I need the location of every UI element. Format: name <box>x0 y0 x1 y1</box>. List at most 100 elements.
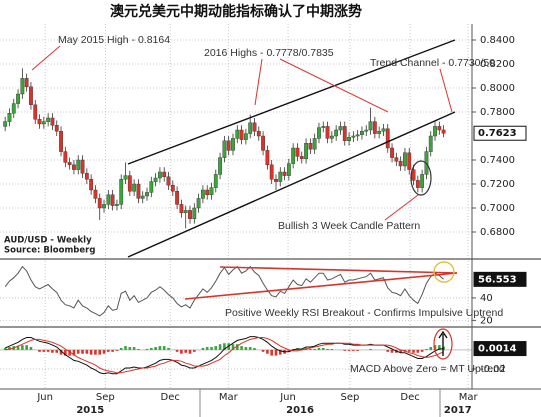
candle-body <box>205 189 210 196</box>
candle-body <box>407 152 412 170</box>
histogram-bar <box>369 348 372 350</box>
candle-body <box>97 198 102 209</box>
y-tick-label: 40 <box>480 293 493 304</box>
candle-body <box>398 160 403 167</box>
candle-body <box>248 122 253 134</box>
candle-body <box>93 189 98 199</box>
candle-body <box>115 204 119 206</box>
histogram-bar <box>46 349 50 352</box>
annotation: May 2015 High - 0.8164 <box>58 34 170 46</box>
histogram-bar <box>85 349 89 354</box>
candle-body <box>274 178 278 182</box>
candle-body <box>295 147 300 157</box>
histogram-bar <box>21 345 24 350</box>
histogram-bar <box>321 348 325 350</box>
last-value-label: 56.553 <box>478 274 517 285</box>
y-tick-label: 0.6800 <box>480 227 515 238</box>
y-tick-label: 20 <box>480 315 493 326</box>
x-tick-label: Dec <box>400 392 419 403</box>
candle-body <box>158 171 162 179</box>
histogram-bar <box>326 348 329 350</box>
histogram-bar <box>25 345 28 350</box>
candle-body <box>441 129 446 134</box>
year-label: 2016 <box>286 405 314 416</box>
histogram-bar <box>64 349 67 356</box>
candle-body <box>136 183 141 199</box>
last-value-label: 0.0014 <box>478 344 517 355</box>
annotation-arrow <box>254 58 263 106</box>
candle-body <box>308 142 313 150</box>
histogram-bar <box>412 349 415 353</box>
highlight-ellipse <box>410 160 432 196</box>
last-value-box <box>473 125 527 141</box>
histogram-bar <box>98 349 102 355</box>
plot-area: Jun Sep Dec Mar Jun Sep Dec Mar 2015 2016 2017 0.84… <box>0 24 527 416</box>
histogram-bar <box>343 349 347 351</box>
candle-body <box>282 171 287 176</box>
histogram-bar <box>425 348 428 350</box>
candle-body <box>351 135 356 138</box>
candle-body <box>278 171 283 182</box>
histogram-bar <box>115 349 119 351</box>
candle-body <box>411 169 416 181</box>
y-tick-label: 0.7200 <box>480 179 515 190</box>
histogram-bar <box>193 349 196 352</box>
candle-body <box>11 103 16 114</box>
candle-body <box>213 174 218 188</box>
candle-body <box>119 178 124 205</box>
histogram-bar <box>150 348 153 350</box>
candle-body <box>67 162 72 165</box>
candle-body <box>372 121 377 134</box>
candle-body <box>132 183 137 192</box>
candle-body <box>16 93 20 104</box>
histogram-bar <box>407 349 411 352</box>
histogram-bar <box>119 348 123 350</box>
histogram-bar <box>309 348 312 350</box>
annotation-arrow <box>439 68 453 113</box>
histogram-bar <box>399 349 402 353</box>
candle-body <box>196 198 201 209</box>
histogram-bar <box>278 349 282 355</box>
source-label: Source: Bloomberg <box>4 246 95 256</box>
chart-title: 澳元兑美元中期动能指标确认了中期涨势 <box>110 3 362 20</box>
candle-body <box>192 207 197 220</box>
series-label: AUD/USD - Weekly <box>4 236 92 246</box>
histogram-bar <box>386 349 390 352</box>
candle-body <box>63 151 68 163</box>
histogram-bar <box>154 347 157 350</box>
candle-body <box>145 192 149 197</box>
candle-body <box>20 78 25 95</box>
candle-body <box>325 126 330 139</box>
candle-body <box>162 171 167 178</box>
histogram-bar <box>261 349 265 352</box>
histogram-bar <box>416 349 420 353</box>
candle-body <box>415 180 420 188</box>
rsi-trendline <box>219 266 458 274</box>
candle-body <box>329 135 334 139</box>
histogram-bar <box>132 347 136 350</box>
candle-body <box>291 147 296 164</box>
y-tick-label: -0.02 <box>480 364 506 375</box>
candle-body <box>149 181 154 193</box>
annotation: Positive Weekly RSI Breakout - Confirms … <box>225 307 503 319</box>
last-value-box <box>473 341 527 357</box>
candle-body <box>321 126 326 128</box>
candle-body <box>24 78 29 88</box>
candle-body <box>33 104 38 120</box>
candle-body <box>41 121 46 125</box>
histogram-bar <box>175 349 179 352</box>
histogram-bar <box>89 349 93 355</box>
histogram-bar <box>270 349 273 356</box>
candle-body <box>235 129 240 139</box>
candle-body <box>334 129 339 137</box>
histogram-bar <box>231 344 235 350</box>
last-value-box <box>473 271 527 287</box>
candle-body <box>377 130 382 134</box>
histogram-bar <box>253 348 256 350</box>
candle-body <box>286 163 291 176</box>
year-label: 2017 <box>444 405 472 416</box>
histogram-bar <box>158 346 162 350</box>
histogram-bar <box>244 347 248 350</box>
candle-body <box>84 172 89 180</box>
